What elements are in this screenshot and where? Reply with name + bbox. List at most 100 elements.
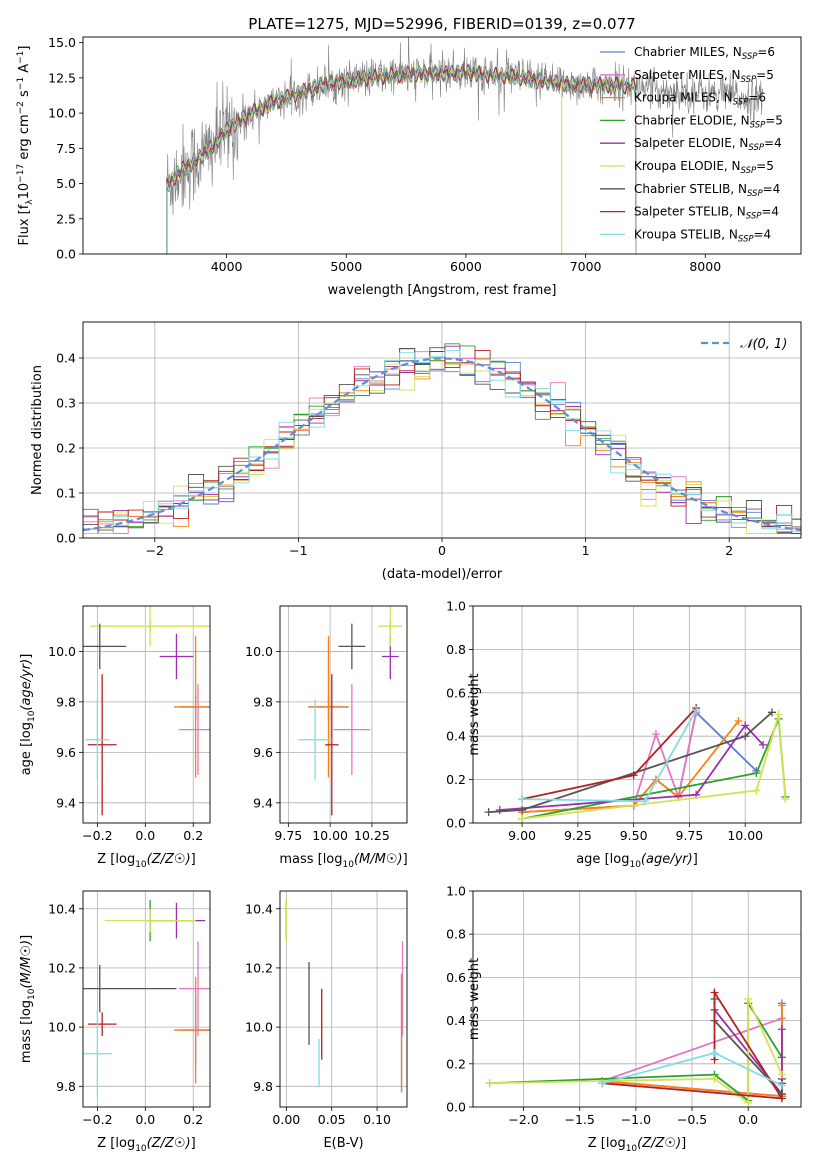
series-marker <box>777 1081 786 1090</box>
series-marker <box>744 1098 753 1107</box>
point-kroupa-stelib <box>298 699 332 781</box>
point-salpeter-stelib <box>87 1012 117 1036</box>
x-tick-label: 9.75 <box>274 828 302 843</box>
x-tick-label: 8000 <box>689 259 721 274</box>
y-tick-label: 1.0 <box>446 599 466 614</box>
x-axis-label: wavelength [Angstrom, rest frame] <box>328 283 557 298</box>
x-tick-label: 0.0 <box>135 1112 155 1127</box>
axes-weight-vs-Z: −2.0 −1.5 −1.0 −0.5 0.0 0.0 0.2 0.4 0.6 0.8 1.0 Z [… <box>446 884 802 1154</box>
legend-entry-chabrier-miles: Chabrier MILES, NSSP=6 <box>634 45 775 62</box>
x-axis-label: E(B-V) <box>323 1136 363 1151</box>
label-sub: 10 <box>27 988 37 1000</box>
series-kroupa-stelib <box>518 706 701 806</box>
series-marker <box>518 814 527 823</box>
label-part: (M/M☉) <box>19 940 34 989</box>
y-tick-label: 0.0 <box>446 1100 466 1115</box>
series-marker <box>734 717 743 726</box>
legend-text: Chabrier MILES, N <box>634 45 742 59</box>
plot-area-residuals <box>83 322 801 538</box>
y-tick-label: 0.0 <box>56 531 76 546</box>
plot-area-weight-vs-Z <box>473 891 801 1107</box>
axes-frame <box>82 890 211 1108</box>
label-part: ] <box>693 852 698 867</box>
legend-sub: SSP <box>750 120 766 130</box>
series-marker <box>777 1070 786 1079</box>
series-marker <box>759 740 768 749</box>
legend-text: =4 <box>754 227 772 241</box>
x-tick-label: −0.5 <box>677 1112 707 1127</box>
label-part: A <box>17 64 32 77</box>
y-tick-label: 0.2 <box>56 441 76 456</box>
x-tick-label: −1 <box>289 543 307 558</box>
series-line <box>522 710 758 813</box>
y-tick-label: 0.4 <box>446 729 466 744</box>
point-kroupa-elodie <box>90 606 210 647</box>
legend-text: Salpeter MILES, N <box>634 68 741 82</box>
label-part: mass [log <box>279 852 342 867</box>
x-tick-label: 0.0 <box>738 1112 758 1127</box>
x-tick-label: −0.2 <box>82 828 112 843</box>
axes-frame <box>82 605 211 824</box>
legend-sub: SSP <box>748 143 764 153</box>
y-tick-label: 10.0 <box>48 106 76 121</box>
series-line <box>602 989 784 1100</box>
label-part: (age/yr) <box>19 659 34 711</box>
series-marker <box>752 786 761 795</box>
axes-frame <box>82 36 802 255</box>
label-part: (M/M☉) <box>354 852 403 867</box>
legend-text: =4 <box>761 205 779 219</box>
legend-text: =6 <box>757 45 775 59</box>
axes-frame <box>279 605 408 824</box>
y-axis-label: age [log10(age/yr)] <box>19 654 37 776</box>
label-part: −2 <box>16 101 26 114</box>
series-marker <box>710 1049 719 1057</box>
y-axis-label: Normed distribution <box>30 365 45 495</box>
legend-sub: SSP <box>746 212 762 222</box>
axes-frame <box>472 605 802 824</box>
y-tick-label: 7.5 <box>56 141 76 156</box>
plot-area-mass-vs-EBV <box>280 891 407 1107</box>
series-marker <box>710 988 719 997</box>
label-part: age [log <box>576 852 629 867</box>
y-tick-label: 9.8 <box>253 694 273 709</box>
y-tick-label: 0.0 <box>446 816 466 831</box>
x-tick-label: 2 <box>725 543 733 558</box>
y-tick-label: 0.2 <box>446 1056 466 1071</box>
axes-frame <box>472 890 802 1108</box>
legend-text: Salpeter ELODIE, N <box>634 136 748 150</box>
series-kroupa-stelib <box>598 1049 786 1090</box>
legend-text: Kroupa ELODIE, N <box>634 159 741 173</box>
label-part: ] <box>19 935 34 940</box>
point-kroupa-miles <box>308 636 349 778</box>
x-tick-label: 0.05 <box>318 1112 346 1127</box>
label-part: ] <box>19 654 34 659</box>
label-part: −1 <box>16 51 26 64</box>
x-tick-label: 0.2 <box>183 1112 203 1127</box>
series-marker <box>518 795 527 804</box>
histogram-chabrier-elodie <box>83 343 801 534</box>
series-line <box>522 709 697 803</box>
y-tick-label: 0.2 <box>446 772 466 787</box>
axes-mass-vs-EBV: 0.00 0.05 0.10 9.8 10.0 10.2 10.4 E(B-V) <box>245 890 408 1151</box>
x-axis-label: age [log10(age/yr)] <box>576 852 698 870</box>
y-tick-label: 10.0 <box>48 1020 76 1035</box>
series-kroupa-elodie <box>518 710 790 823</box>
legend-text: Kroupa MILES, N <box>634 91 733 105</box>
series-salpeter-stelib <box>518 703 701 804</box>
histogram-kroupa-miles <box>83 358 801 534</box>
legend-entry-salpeter-miles: Salpeter MILES, NSSP=5 <box>634 68 774 85</box>
y-tick-label: 9.8 <box>253 1079 273 1094</box>
axes-frame <box>279 890 408 1108</box>
label-part: (Z/Z☉) <box>147 852 191 867</box>
series-marker <box>741 721 750 730</box>
y-axis-label: mass [log10(M/M☉)] <box>19 935 37 1063</box>
x-tick-label: 1 <box>582 543 590 558</box>
legend-entry-chabrier-elodie: Chabrier ELODIE, NSSP=5 <box>634 113 783 130</box>
series-marker <box>629 771 638 780</box>
plot-area-weight-vs-age <box>473 606 801 823</box>
x-tick-label: 9.50 <box>620 828 648 843</box>
y-tick-label: 9.8 <box>56 694 76 709</box>
point-chabrier-stelib <box>83 964 177 1013</box>
label-part: (age/yr) <box>641 852 693 867</box>
